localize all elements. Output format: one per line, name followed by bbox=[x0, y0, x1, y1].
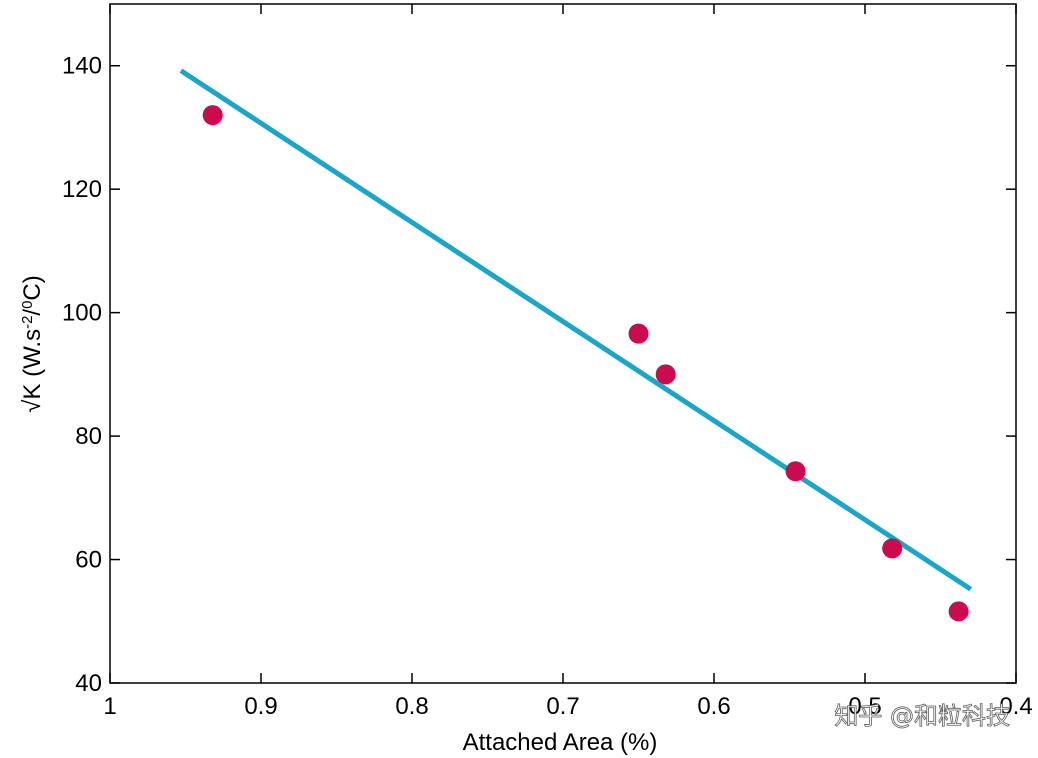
plot-frame bbox=[109, 3, 1017, 684]
y-tick-label: 120 bbox=[62, 176, 102, 203]
watermark: 知乎 @和粒科技 bbox=[834, 702, 1010, 730]
y-axis-title-suffix: C) bbox=[19, 275, 46, 300]
x-tick-label: 0.8 bbox=[395, 693, 428, 720]
x-tick-label: 0.7 bbox=[546, 693, 579, 720]
x-axis-title: Attached Area (%) bbox=[463, 729, 658, 756]
y-tick-label: 60 bbox=[75, 547, 102, 574]
y-tick-label: 100 bbox=[62, 300, 102, 327]
fit-line bbox=[179, 68, 973, 592]
x-tick-label: 0.4 bbox=[999, 693, 1032, 720]
y-axis-title-sup2: 0 bbox=[19, 301, 36, 309]
y-axis: 40 60 80 100 120 140 bbox=[62, 53, 1016, 697]
y-axis-title: √K (W.s-2/0C) bbox=[19, 275, 47, 413]
data-point bbox=[948, 601, 969, 622]
x-tick-label: 0.5 bbox=[848, 693, 881, 720]
y-tick-label: 140 bbox=[62, 53, 102, 80]
y-axis-title-prefix: √K (W.s bbox=[19, 329, 46, 413]
y-axis-title-sup1: -2 bbox=[19, 316, 36, 329]
y-axis-title-mid: / bbox=[19, 309, 46, 316]
x-tick-label: 0.9 bbox=[244, 693, 277, 720]
data-point bbox=[655, 364, 676, 385]
y-tick-label: 80 bbox=[75, 423, 102, 450]
data-point bbox=[882, 538, 903, 559]
data-point bbox=[202, 105, 223, 126]
data-point bbox=[628, 323, 649, 344]
y-tick-label: 40 bbox=[75, 670, 102, 697]
x-tick-label: 1 bbox=[103, 693, 116, 720]
x-axis: 1 0.9 0.8 0.7 0.6 0.5 0.4 bbox=[103, 4, 1033, 720]
series-layer bbox=[179, 68, 973, 622]
x-tick-label: 0.6 bbox=[697, 693, 730, 720]
data-point bbox=[785, 461, 806, 482]
